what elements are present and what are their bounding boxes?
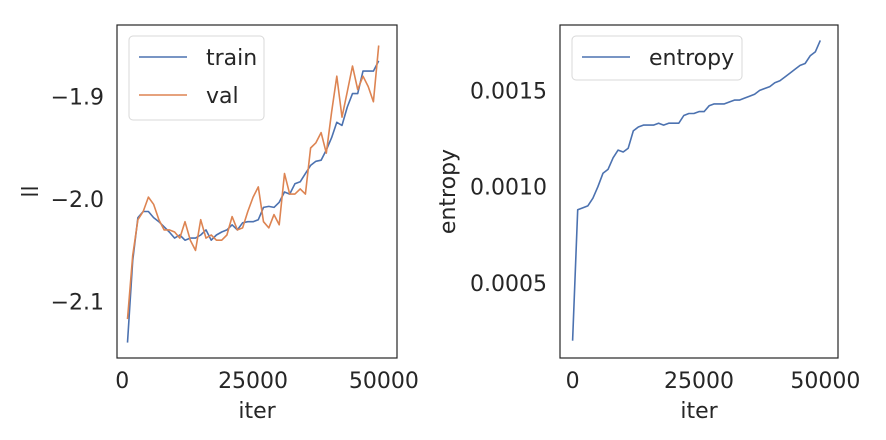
y-tick-label: 0.0010 <box>470 176 547 201</box>
axes-frame <box>559 24 839 359</box>
y-tick-label: −2.1 <box>51 291 104 316</box>
legend-label-train: train <box>206 46 257 71</box>
legend-label-val: val <box>206 84 239 109</box>
y-tick-label: −2.0 <box>51 188 104 213</box>
y-axis-label: entropy <box>436 149 461 234</box>
x-axis-label: iter <box>238 399 276 424</box>
y-tick-label: 0.0005 <box>470 272 547 297</box>
series-line-entropy <box>571 40 822 341</box>
x-tick-label: 50000 <box>790 369 860 394</box>
legend: entropy <box>571 35 743 81</box>
x-tick-label: 0 <box>566 369 580 394</box>
x-tick-label: 0 <box>115 369 129 394</box>
x-tick-label: 25000 <box>664 369 734 394</box>
legend-label-entropy: entropy <box>649 46 734 71</box>
y-tick-label: 0.0015 <box>470 79 547 104</box>
y-tick-label: −1.9 <box>51 86 104 111</box>
panel-1: 0 25000 50000 −2.1 −2.0 −1.9 iter ll train val <box>19 24 419 424</box>
axes-frame <box>116 24 398 359</box>
panel-2: 0 25000 50000 0.0005 0.0010 0.0015 iter entropy… <box>436 24 860 424</box>
y-axis-label: ll <box>19 185 44 197</box>
series-line-val <box>126 45 380 320</box>
legend: train val <box>128 35 265 121</box>
legend-box <box>571 35 743 81</box>
x-axis-label: iter <box>680 399 718 424</box>
x-tick-label: 50000 <box>349 369 419 394</box>
x-tick-label: 25000 <box>218 369 288 394</box>
series-line-train <box>126 60 380 343</box>
